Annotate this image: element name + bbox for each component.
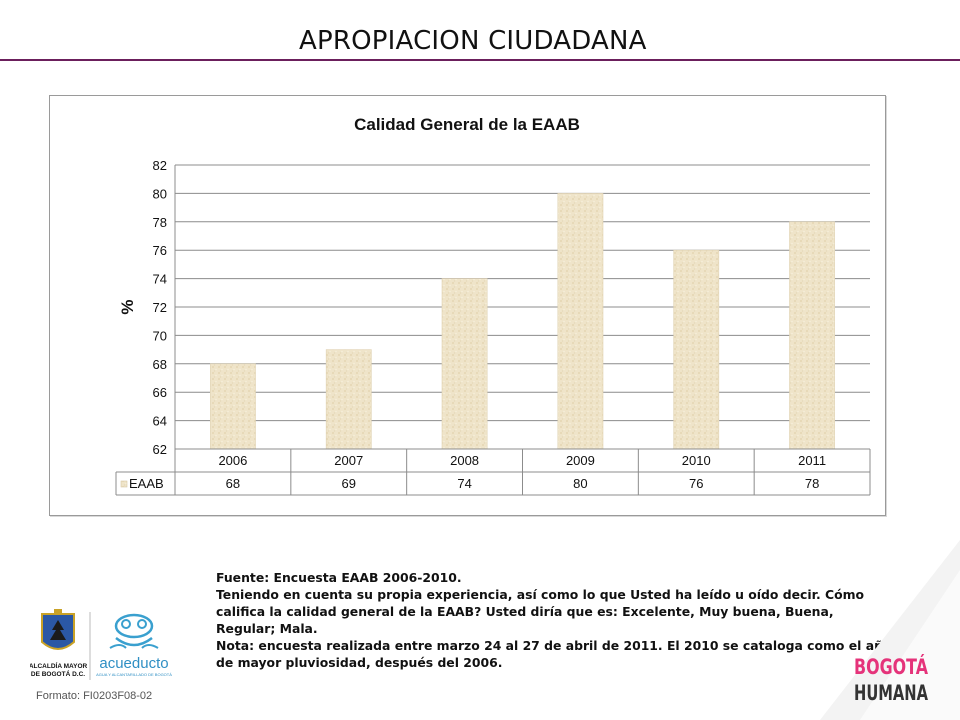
x-category-label: 2010 (682, 453, 711, 468)
y-tick-label: 62 (153, 442, 167, 457)
question-note: Teniendo en cuenta su propia experiencia… (216, 587, 865, 636)
x-category-label: 2009 (566, 453, 595, 468)
bar (441, 278, 488, 450)
bar (557, 193, 604, 450)
chart-container: Calidad General de la EAAB % 82 80 78 76 74 7… (49, 95, 886, 516)
bar (325, 349, 372, 450)
data-value-label: 69 (342, 476, 356, 491)
bogota-humana-logo: BOGOTÁ HUMANA (854, 654, 929, 705)
y-tick-label: 68 (153, 357, 167, 372)
y-tick-label: 66 (153, 385, 167, 400)
data-value-label: 68 (226, 476, 240, 491)
title-rule (0, 59, 960, 61)
data-value-label: 78 (805, 476, 819, 491)
legend-swatch (120, 480, 128, 488)
data-value-label: 76 (689, 476, 703, 491)
x-category-label: 2008 (450, 453, 479, 468)
y-axis-label: % (118, 299, 137, 314)
chart-title: Calidad General de la EAAB (354, 115, 580, 134)
y-tick-labels: 82 80 78 76 74 72 70 68 66 64 62 (153, 158, 167, 457)
acueducto-label: acueducto (99, 655, 168, 672)
data-value-label: 80 (573, 476, 587, 491)
x-category-label: 2006 (218, 453, 247, 468)
acueducto-sub: AGUA Y ALCANTARILLADO DE BOGOTÁ (96, 672, 172, 677)
y-tick-label: 76 (153, 243, 167, 258)
bar-chart: Calidad General de la EAAB % 82 80 78 76 74 7… (115, 115, 871, 496)
data-value-label: 74 (457, 476, 471, 491)
bogota-coat-of-arms-icon (41, 609, 75, 650)
page-curl-decoration (820, 540, 960, 720)
y-tick-label: 72 (153, 300, 167, 315)
y-tick-label: 74 (153, 272, 167, 287)
y-tick-label: 70 (153, 328, 167, 343)
survey-note: Nota: encuesta realizada entre marzo 24 … (216, 638, 892, 670)
y-tick-label: 64 (153, 414, 167, 429)
alcaldia-label-2: DE BOGOTÁ D.C. (31, 669, 85, 678)
bars (210, 193, 835, 450)
y-tick-label: 80 (153, 186, 167, 201)
acueducto-frog-icon (109, 613, 159, 649)
x-category-label: 2007 (334, 453, 363, 468)
bar (673, 249, 720, 450)
slide-title: APROPIACION CIUDADANA (299, 26, 647, 56)
gridlines (174, 164, 870, 450)
notes: Fuente: Encuesta EAAB 2006-2010. Teniend… (216, 569, 896, 671)
x-category-label: 2011 (798, 453, 826, 468)
bogota-logo-top: BOGOTÁ (854, 654, 929, 679)
bar (210, 363, 256, 450)
bogota-logo-bottom: HUMANA (854, 681, 929, 705)
y-tick-label: 82 (153, 158, 167, 173)
source-note: Fuente: Encuesta EAAB 2006-2010. (216, 570, 462, 585)
bar (789, 221, 835, 450)
alcaldia-label: ALCALDÍA MAYOR (30, 661, 87, 670)
y-tick-label: 78 (153, 215, 167, 230)
series-label: EAAB (129, 476, 164, 491)
format-code: Formato: FI0203F08-02 (36, 690, 153, 702)
data-table: 2006 2007 2008 2009 2010 2011 68 69 74 80 76 78 EAAB (115, 448, 871, 496)
footer-logos: ALCALDÍA MAYOR DE BOGOTÁ D.C. acueducto … (30, 609, 172, 680)
